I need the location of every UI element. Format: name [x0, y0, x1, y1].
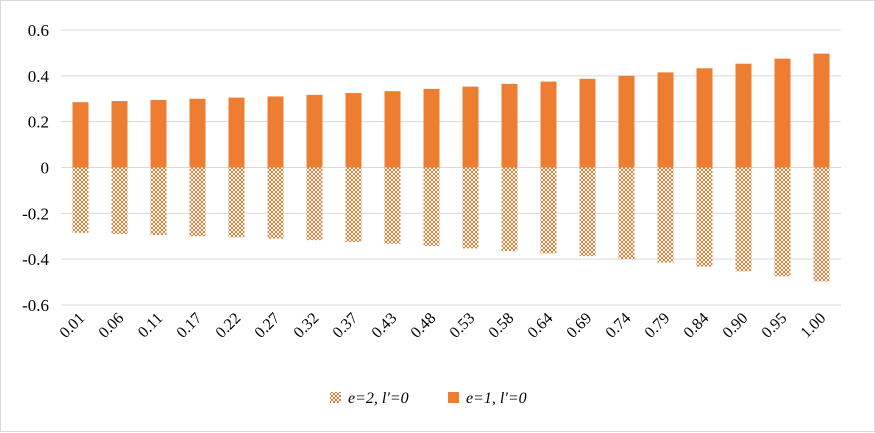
bar-e1-0.37	[345, 93, 362, 168]
bar-e2-0.74	[618, 167, 635, 260]
bar-e1-0.69	[579, 78, 596, 168]
y-tick-label: 0.4	[28, 67, 50, 86]
y-tick-label: -0.4	[22, 250, 49, 269]
x-axis: 0.01 0.06 0.11 0.17 0.22 0.27 0.32 0.37 0.43 0.48…	[57, 310, 830, 342]
bar-e2-0.79	[657, 167, 674, 263]
bar-e1-0.90	[735, 63, 752, 168]
bar-e2-0.27	[267, 167, 284, 239]
y-tick-label: 0.2	[28, 113, 49, 132]
bar-e2-0.95	[774, 167, 791, 277]
y-axis: 0.6 0.4 0.2 0 -0.2 -0.4 -0.6	[22, 21, 49, 315]
bar-e1-0.58	[501, 83, 518, 168]
x-tick-label: 0.17	[174, 310, 206, 342]
x-tick-label: 0.11	[135, 310, 166, 341]
x-tick-label: 0.90	[720, 310, 752, 342]
bar-e1-0.84	[696, 68, 713, 168]
bar-e2-1.00	[813, 167, 830, 282]
x-tick-label: 0.84	[681, 310, 713, 342]
bar-e1-0.48	[423, 88, 440, 168]
bar-e1-0.11	[150, 99, 167, 168]
legend-swatch	[448, 392, 459, 403]
y-tick-label: -0.6	[22, 296, 49, 315]
bar-e2-0.01	[72, 167, 89, 233]
bar-e1-0.95	[774, 58, 791, 168]
bar-e2-0.43	[384, 167, 401, 244]
x-tick-label: 0.58	[486, 310, 518, 342]
bar-e1-0.53	[462, 86, 479, 168]
bar-e2-0.64	[540, 167, 557, 254]
y-tick-label: 0	[41, 159, 50, 178]
x-tick-label: 0.43	[369, 310, 401, 342]
y-tick-label: 0.6	[28, 21, 49, 40]
bar-e2-0.32	[306, 167, 323, 241]
bar-e2-0.22	[228, 167, 245, 238]
bar-e1-0.74	[618, 75, 635, 168]
x-tick-label: 0.74	[603, 310, 635, 342]
x-tick-label: 0.95	[759, 310, 791, 342]
bar-e2-0.48	[423, 167, 440, 247]
bar-e1-0.43	[384, 91, 401, 168]
legend-label: e=1, l′=0	[466, 390, 527, 407]
bar-e1-0.01	[72, 102, 89, 168]
bar-e2-0.90	[735, 167, 752, 272]
bar-e1-0.32	[306, 94, 323, 168]
x-tick-label: 0.79	[642, 310, 674, 342]
bar-e2-0.17	[189, 167, 206, 237]
bar-e2-0.06	[111, 167, 128, 234]
x-tick-label: 0.06	[96, 310, 128, 342]
gridlines	[61, 29, 841, 306]
bar-e1-0.17	[189, 98, 206, 168]
x-tick-label: 1.00	[798, 310, 830, 342]
legend: e=2, l′=0 e=1, l′=0	[330, 390, 527, 407]
bars	[72, 53, 830, 282]
legend-swatch	[330, 392, 341, 403]
x-tick-label: 0.22	[213, 310, 245, 342]
bar-e1-1.00	[813, 53, 830, 168]
bar-e2-0.11	[150, 167, 167, 236]
bar-e2-0.84	[696, 167, 713, 267]
x-tick-label: 0.53	[447, 310, 479, 342]
y-tick-label: -0.2	[22, 204, 49, 223]
bar-e1-0.27	[267, 96, 284, 168]
x-tick-label: 0.01	[57, 310, 89, 342]
x-tick-label: 0.48	[408, 310, 440, 342]
bar-e1-0.22	[228, 97, 245, 168]
x-tick-label: 0.69	[564, 310, 596, 342]
legend-label: e=2, l′=0	[348, 390, 409, 407]
bar-e1-0.06	[111, 101, 128, 168]
x-tick-label: 0.27	[252, 310, 284, 342]
x-tick-label: 0.32	[291, 310, 323, 342]
bar-e1-0.79	[657, 72, 674, 168]
x-tick-label: 0.37	[330, 310, 362, 342]
x-tick-label: 0.64	[525, 310, 557, 342]
bar-e2-0.58	[501, 167, 518, 252]
bar-e1-0.64	[540, 81, 557, 168]
bar-e2-0.53	[462, 167, 479, 249]
bar-e2-0.69	[579, 167, 596, 257]
bar-e2-0.37	[345, 167, 362, 242]
